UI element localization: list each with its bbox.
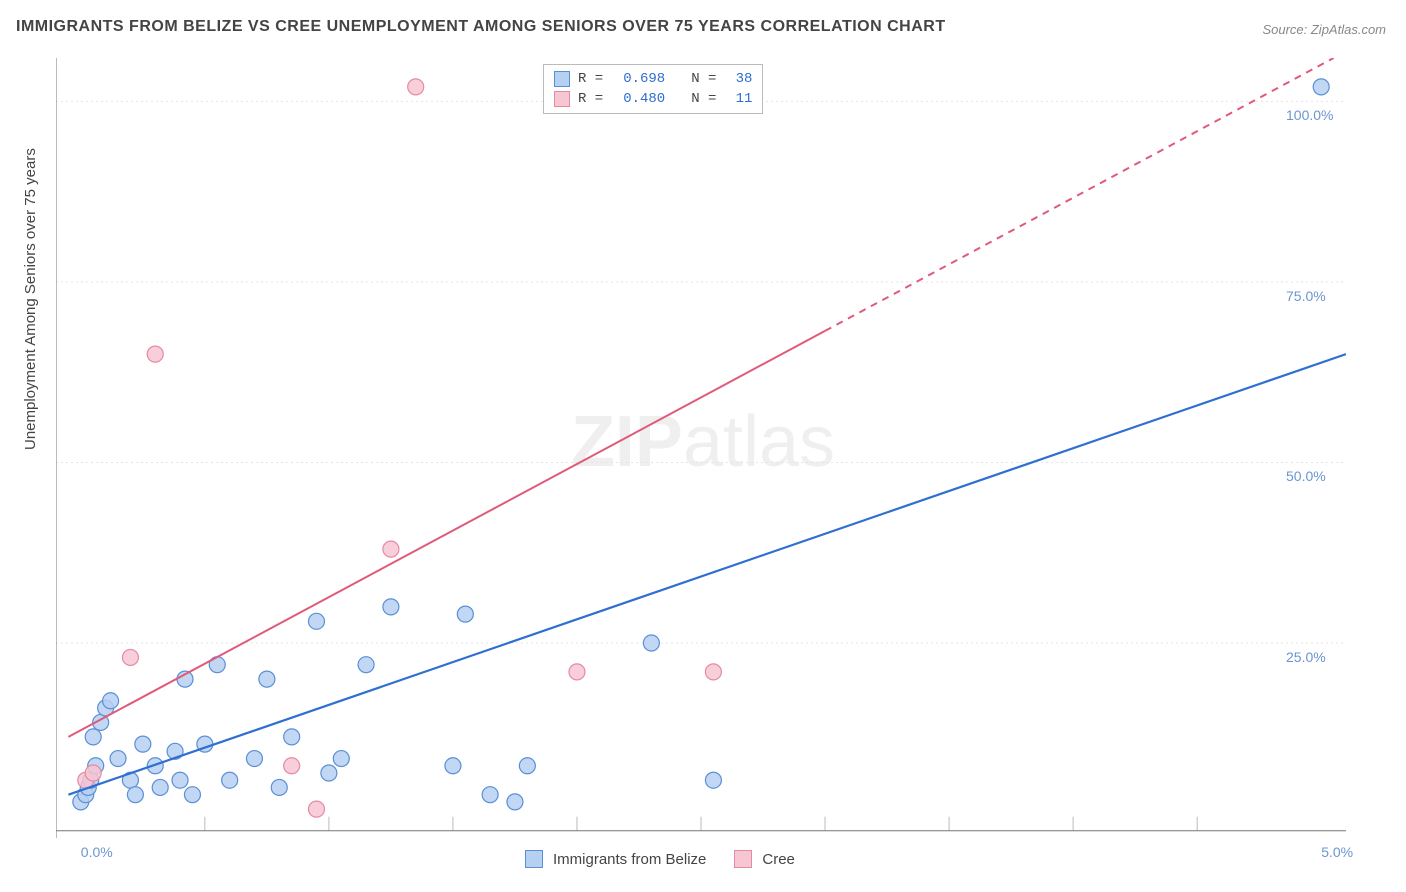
plot-area: [56, 58, 1346, 838]
stats-row: R = 0.480 N = 11: [554, 89, 752, 109]
legend-swatch: [554, 91, 570, 107]
legend-swatch: [554, 71, 570, 87]
stats-n-label: N =: [691, 89, 716, 109]
chart-title: IMMIGRANTS FROM BELIZE VS CREE UNEMPLOYM…: [16, 18, 946, 36]
y-tick-label: 100.0%: [1286, 107, 1333, 123]
x-tick-label: 5.0%: [1321, 844, 1353, 860]
stats-n-label: N =: [691, 69, 716, 89]
y-axis-label: Unemployment Among Seniors over 75 years: [22, 148, 39, 450]
stats-row: R = 0.698 N = 38: [554, 69, 752, 89]
y-tick-label: 50.0%: [1286, 468, 1326, 484]
stats-n-value: 11: [724, 89, 752, 109]
stats-r-value: 0.698: [611, 69, 665, 89]
y-tick-label: 25.0%: [1286, 649, 1326, 665]
chart-container: IMMIGRANTS FROM BELIZE VS CREE UNEMPLOYM…: [0, 0, 1406, 892]
stats-n-value: 38: [724, 69, 752, 89]
stats-legend-box: R = 0.698 N = 38 R = 0.480 N = 11: [543, 64, 763, 114]
y-tick-label: 75.0%: [1286, 288, 1326, 304]
source-label: Source: ZipAtlas.com: [1262, 22, 1386, 37]
x-tick-label: 0.0%: [81, 844, 113, 860]
legend-swatch: [734, 850, 752, 868]
stats-r-label: R =: [578, 69, 603, 89]
legend-label: Immigrants from Belize: [553, 851, 706, 868]
legend-label: Cree: [762, 851, 795, 868]
bottom-legend: Immigrants from Belize Cree: [525, 850, 813, 868]
stats-r-label: R =: [578, 89, 603, 109]
legend-swatch: [525, 850, 543, 868]
stats-r-value: 0.480: [611, 89, 665, 109]
